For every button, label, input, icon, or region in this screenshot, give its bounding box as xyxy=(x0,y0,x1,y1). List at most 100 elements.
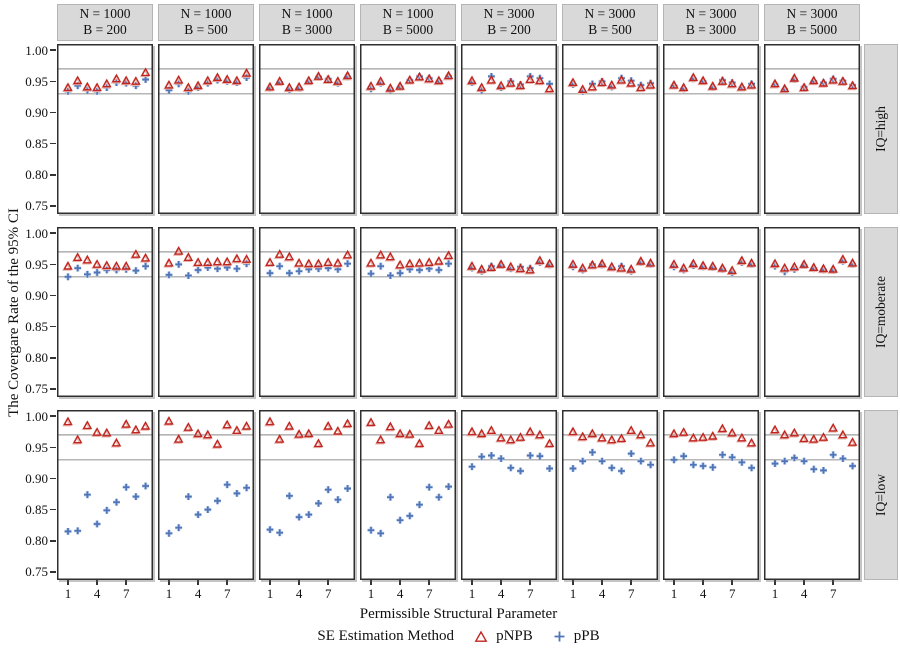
pNPB-point xyxy=(111,437,122,447)
pPB-point xyxy=(396,269,404,277)
pNPB-point xyxy=(698,260,708,270)
pNPB-point xyxy=(212,256,223,266)
pNPB-point xyxy=(63,260,73,270)
pNPB-point xyxy=(669,259,679,268)
column-strip-b: B = 5000 xyxy=(786,22,838,37)
pNPB-point xyxy=(818,77,829,87)
pNPB-point xyxy=(568,426,578,436)
panel-border xyxy=(158,227,254,397)
pNPB-point xyxy=(443,70,454,80)
pNPB-point xyxy=(535,75,545,85)
legend: SE Estimation Method pNPB pPB xyxy=(57,628,860,645)
pNPB-point xyxy=(467,426,477,436)
pNPB-point xyxy=(799,433,809,443)
pNPB-point xyxy=(467,75,477,85)
pNPB-point xyxy=(678,262,689,272)
column-strip-b: B = 5000 xyxy=(382,22,434,37)
x-tick-mark xyxy=(529,580,531,585)
panel-r1c6 xyxy=(663,227,759,397)
pNPB-point xyxy=(183,82,194,92)
panel-r2c7 xyxy=(764,410,860,580)
pNPB-point xyxy=(92,427,102,436)
y-tick-mark xyxy=(50,415,56,417)
pPB-point xyxy=(142,76,149,83)
pPB-point xyxy=(416,266,423,274)
pNPB-point xyxy=(313,438,324,448)
pPB-point xyxy=(113,498,120,506)
y-tick-mark xyxy=(50,508,56,511)
pNPB-point xyxy=(140,420,151,430)
pPB-point xyxy=(507,464,515,472)
pPB-point xyxy=(699,462,707,470)
pPB-point xyxy=(334,496,342,504)
pPB-point xyxy=(618,467,625,475)
pPB-point xyxy=(286,269,293,277)
pPB-point xyxy=(569,465,577,472)
pPB-point xyxy=(194,266,202,274)
y-tick-mark xyxy=(50,446,56,449)
pPB-point xyxy=(266,526,274,533)
pNPB-point xyxy=(467,260,477,270)
pNPB-point xyxy=(506,77,516,87)
pNPB-point xyxy=(838,76,848,85)
y-tick-label: 1.00 xyxy=(25,408,48,424)
pPB-point xyxy=(165,529,173,537)
pNPB-point xyxy=(333,76,343,85)
x-tick-label: 4 xyxy=(194,586,202,601)
panel-border xyxy=(259,410,355,580)
pNPB-point xyxy=(294,429,304,438)
x-tick-mark xyxy=(673,580,675,585)
pNPB-point xyxy=(636,82,646,92)
pPB-point xyxy=(839,455,847,462)
pPB-point xyxy=(185,493,192,500)
pNPB-point xyxy=(587,259,598,269)
pPB-point xyxy=(416,501,423,509)
pPB-point xyxy=(175,261,183,268)
pNPB-point xyxy=(203,257,213,266)
column-strip-n: N = 3000 xyxy=(786,6,838,21)
panel-r0c5 xyxy=(562,44,658,214)
pNPB-point xyxy=(323,74,333,83)
panel-border xyxy=(461,410,557,580)
panel-r2c0 xyxy=(57,410,153,580)
pNPB-point xyxy=(847,257,858,267)
column-strip-n: N = 1000 xyxy=(79,6,131,21)
pNPB-point xyxy=(525,74,535,83)
y-tick-label: 1.00 xyxy=(25,225,48,241)
x-tick-label: 4 xyxy=(598,586,606,601)
panel-r0c3 xyxy=(360,44,456,214)
pNPB-point xyxy=(375,434,386,444)
pNPB-point xyxy=(72,75,83,85)
row-strip-label: IQ=low xyxy=(873,473,889,517)
pNPB-point xyxy=(375,249,386,259)
y-tick-mark xyxy=(50,111,56,114)
y-tick-label: 0.75 xyxy=(25,381,48,397)
pPB-point xyxy=(165,271,173,279)
y-tick-mark xyxy=(50,540,56,542)
pPB-point xyxy=(820,467,827,474)
panel-border xyxy=(57,44,153,214)
y-tick-label: 0.90 xyxy=(25,287,48,303)
pNPB-point xyxy=(274,249,285,258)
pPB-point xyxy=(185,272,192,279)
pNPB-point xyxy=(265,81,275,91)
pNPB-point xyxy=(525,264,535,274)
pNPB-point xyxy=(746,79,757,89)
pNPB-point xyxy=(183,422,194,431)
pNPB-point xyxy=(82,420,93,430)
column-strip-n: N = 3000 xyxy=(584,6,636,21)
pNPB-point xyxy=(434,425,444,434)
x-tick-label: 7 xyxy=(526,586,534,601)
legend-title: SE Estimation Method xyxy=(317,628,455,644)
panel-border xyxy=(461,227,557,397)
pNPB-point xyxy=(688,432,699,442)
pNPB-point xyxy=(669,428,679,438)
pPB-point xyxy=(276,262,284,270)
pPB-point xyxy=(406,512,414,520)
panel-r0c4 xyxy=(461,44,557,214)
pNPB-point xyxy=(616,433,627,443)
pNPB-point xyxy=(515,263,526,273)
pNPB-point xyxy=(779,83,790,93)
pNPB-point xyxy=(809,262,819,271)
